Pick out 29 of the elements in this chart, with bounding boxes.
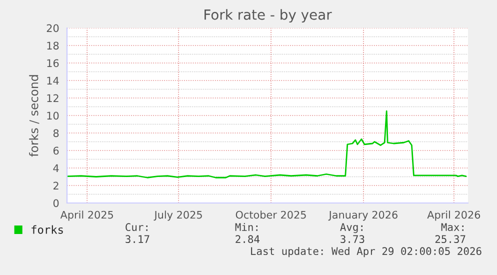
y-tick-label: 6 — [53, 146, 59, 155]
text: 3.17 — [126, 235, 150, 244]
x-tick-label: October 2025 — [236, 210, 306, 219]
text: Cur: — [126, 223, 148, 232]
x-tick-label: July 2025 — [154, 210, 202, 221]
legend-label: forks — [32, 225, 63, 234]
x-tick-label: April 2025 — [60, 210, 114, 221]
text: 25.37 — [435, 235, 466, 244]
x-tick-label: January 2026 — [328, 210, 398, 221]
text: 2.84 — [236, 235, 260, 244]
text: Min: — [235, 222, 258, 231]
y-tick-label: 14 — [47, 76, 59, 84]
y-tick-label: 16 — [47, 59, 59, 68]
y-tick-label: 18 — [47, 42, 59, 50]
y-tick-label: 20 — [46, 24, 59, 32]
y-tick-label: 2 — [53, 182, 58, 190]
text: Avg: — [340, 223, 362, 234]
y-tick-label: 0 — [53, 199, 59, 208]
chart-title: Fork rate - by year — [204, 9, 332, 23]
x-tick-label: April 2026 — [427, 210, 480, 221]
y-tick-label: 8 — [53, 129, 59, 138]
y-tick-label: 12 — [47, 94, 58, 102]
text: Max: — [441, 223, 464, 232]
y-axis-title: forks / second — [29, 75, 40, 157]
y-tick-label: 4 — [53, 164, 59, 172]
text: Last update: Wed Apr 29 02:00:05 2026 — [251, 246, 482, 258]
text: 3.73 — [340, 235, 364, 244]
y-tick-label: 10 — [47, 112, 59, 120]
line-series — [67, 110, 467, 178]
